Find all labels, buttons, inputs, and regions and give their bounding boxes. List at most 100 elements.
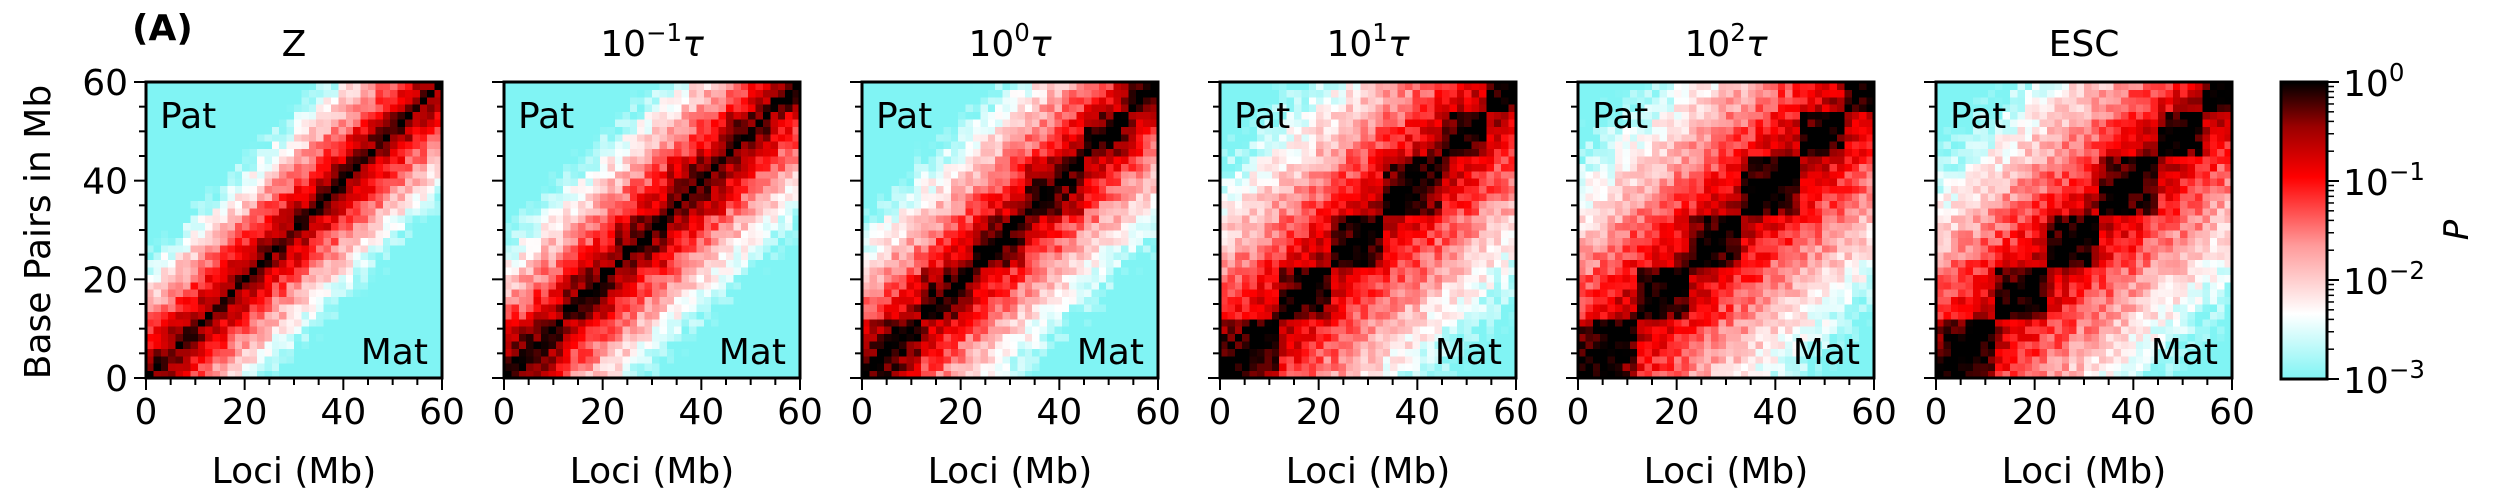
heatmap-cell (785, 252, 794, 261)
heatmap-cell (1032, 104, 1041, 113)
heatmap-cell (666, 348, 675, 357)
heatmap-cell (1106, 163, 1115, 172)
heatmap-cell (585, 185, 594, 194)
heatmap-cell (412, 363, 421, 372)
heatmap-cell (1010, 355, 1018, 364)
heatmap-cell (249, 244, 258, 253)
heatmap-cell (541, 222, 549, 231)
heatmap-cell (1121, 259, 1129, 268)
heatmap-cell (995, 237, 1004, 246)
heatmap-cell (397, 259, 406, 268)
heatmap-cell (607, 156, 616, 164)
heatmap-cell (279, 318, 288, 327)
heatmap-cell (175, 289, 184, 298)
heatmap-cell (958, 252, 967, 261)
heatmap-cell (345, 267, 354, 275)
heatmap-cell (637, 363, 646, 372)
heatmap-cell (792, 111, 801, 120)
heatmap-cell (1323, 370, 1332, 379)
heatmap-cell (511, 82, 520, 90)
heatmap-cell (1098, 267, 1107, 275)
heatmap-cell (279, 193, 288, 201)
heatmap-cell (1024, 89, 1033, 98)
heatmap-cell (427, 178, 436, 187)
heatmap-cell (876, 281, 885, 290)
heatmap-cell (906, 311, 915, 320)
heatmap-cell (368, 82, 376, 90)
heatmap-cell (1113, 355, 1122, 364)
heatmap-cell (397, 274, 406, 283)
heatmap-cell (1150, 370, 1159, 379)
heatmap-cell (696, 207, 705, 216)
heatmap-cells (146, 82, 443, 379)
heatmap-cell (681, 133, 690, 142)
heatmap-cell (936, 237, 944, 246)
heatmap-cell (1143, 244, 1152, 253)
heatmap-cell (785, 200, 794, 209)
heatmap-cell (958, 230, 967, 238)
heatmap-cell (264, 281, 273, 290)
heatmap-cell (696, 111, 705, 120)
heatmap-cell (936, 363, 944, 372)
heatmap-cell (175, 156, 184, 164)
heatmap-cell (891, 326, 900, 335)
heatmap-cell (733, 355, 742, 364)
heatmap-cell (1039, 104, 1048, 113)
heatmap-cell (965, 148, 974, 157)
heatmap-cell (1002, 355, 1011, 364)
heatmap-cell (995, 333, 1004, 342)
heatmap-cell (921, 133, 930, 142)
heatmap-cell (615, 281, 623, 290)
heatmap-cell (175, 274, 184, 283)
heatmap-cell (1091, 104, 1100, 113)
heatmap-cell (600, 111, 609, 120)
heatmap-cell (899, 318, 907, 327)
heatmap-cell (242, 348, 251, 357)
heatmap-cell (862, 341, 870, 349)
heatmap-cell (1135, 96, 1144, 105)
heatmap-cell (740, 185, 749, 194)
heatmap-cell (504, 244, 512, 253)
heatmap-cell (331, 355, 339, 364)
heatmap-cell (153, 333, 162, 342)
heatmap-cell (548, 215, 557, 224)
heatmap-cell (777, 89, 786, 98)
heatmap-cell (1098, 318, 1107, 327)
heatmap-cell (353, 170, 362, 179)
heatmap-cell (338, 281, 347, 290)
heatmap-cell (323, 311, 332, 320)
heatmap-cell (220, 215, 228, 224)
heatmap-cell (1098, 104, 1107, 113)
heatmap-cell (1054, 104, 1063, 113)
heatmap-cell (659, 341, 668, 349)
heatmap-cell (980, 141, 989, 150)
heatmap-cell (205, 348, 214, 357)
heatmap-cell (615, 178, 623, 187)
heatmap-cell (338, 274, 347, 283)
heatmap-cell (950, 96, 959, 105)
heatmap-cell (928, 304, 937, 312)
heatmap-cell (770, 133, 779, 142)
heatmap-cell (345, 170, 354, 179)
heatmap-cell (1135, 230, 1144, 238)
heatmap-cell (958, 141, 967, 150)
heatmap-cell (555, 207, 564, 216)
heatmap-cell (338, 133, 347, 142)
heatmap-cell (168, 355, 177, 364)
heatmap-cell (1143, 96, 1152, 105)
heatmap-cell (323, 363, 332, 372)
heatmap-cell (777, 333, 786, 342)
heatmap-cell (146, 133, 154, 142)
heatmap-cell (928, 370, 937, 379)
heatmap-cell (168, 289, 177, 298)
heatmap-cell (899, 333, 907, 342)
heatmap-cell (592, 111, 601, 120)
heatmap-cell (541, 96, 549, 105)
heatmap-cell (585, 326, 594, 335)
heatmap-cell (884, 318, 893, 327)
heatmap-cell (1061, 215, 1070, 224)
heatmap-cell (703, 341, 712, 349)
heatmap-cell (570, 133, 579, 142)
heatmap-cell (755, 259, 764, 268)
heatmap-cell (1091, 281, 1100, 290)
